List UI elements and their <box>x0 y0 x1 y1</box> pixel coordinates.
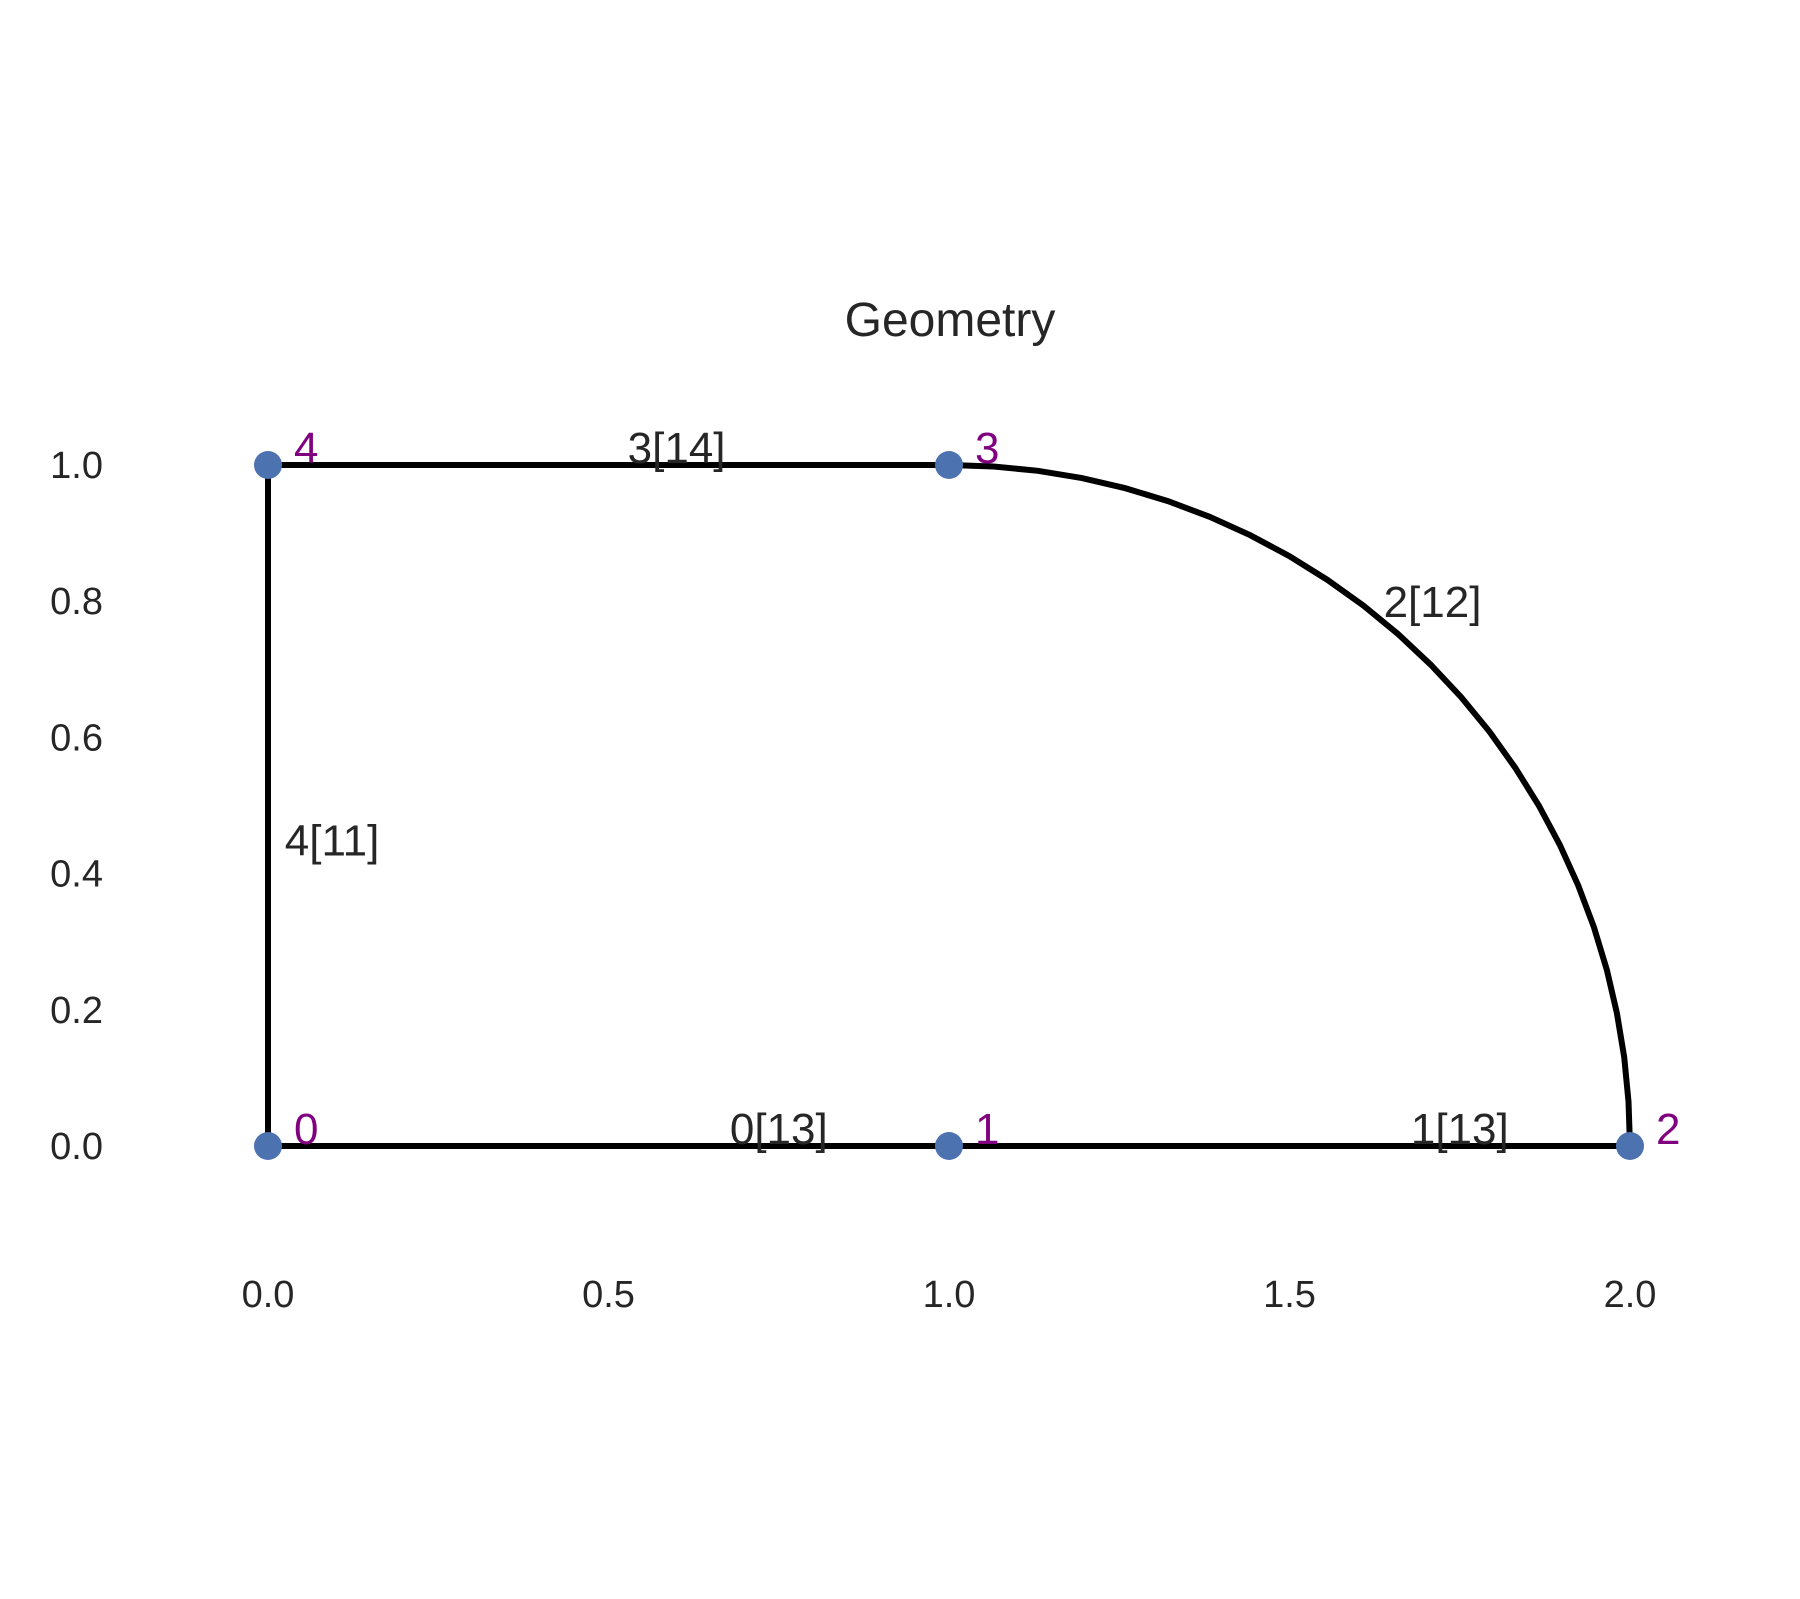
chart-title: Geometry <box>845 294 1056 347</box>
y-tick-label: 1.0 <box>50 445 103 487</box>
point-label: 3 <box>975 424 999 473</box>
y-tick-label: 0.0 <box>50 1126 103 1168</box>
y-tick-label: 0.6 <box>50 717 103 759</box>
x-tick-label: 0.5 <box>582 1274 635 1316</box>
point-labels: 0 1 2 3 4 <box>294 424 1680 1154</box>
edge-label: 2[12] <box>1384 578 1482 627</box>
edge-labels: 0[13] 1[13] 2[12] 3[14] 4[11] <box>285 424 1509 1154</box>
point-marker <box>254 1132 282 1160</box>
x-tick-label: 2.0 <box>1604 1274 1657 1316</box>
point-label: 4 <box>294 424 318 473</box>
point-marker <box>935 1132 963 1160</box>
point-label: 2 <box>1656 1105 1680 1154</box>
geometry-points <box>254 451 1644 1160</box>
x-tick-label: 1.5 <box>1263 1274 1316 1316</box>
y-tick-label: 0.8 <box>50 581 103 623</box>
y-tick-label: 0.2 <box>50 990 103 1032</box>
x-axis-ticks: 0.0 0.5 1.0 1.5 2.0 <box>242 1274 1657 1316</box>
point-marker <box>254 451 282 479</box>
edge-label: 4[11] <box>285 817 380 866</box>
point-marker <box>935 451 963 479</box>
edge-2 <box>945 461 1634 1150</box>
x-tick-label: 0.0 <box>242 1274 295 1316</box>
y-tick-label: 0.4 <box>50 854 103 896</box>
geometry-edges <box>265 461 1634 1150</box>
point-label: 1 <box>975 1105 999 1154</box>
x-tick-label: 1.0 <box>923 1274 976 1316</box>
edge-label: 1[13] <box>1411 1105 1509 1154</box>
y-axis-ticks: 0.0 0.2 0.4 0.6 0.8 1.0 <box>50 445 103 1168</box>
point-label: 0 <box>294 1105 318 1154</box>
edge-label: 0[13] <box>730 1105 828 1154</box>
point-marker <box>1616 1132 1644 1160</box>
edge-label: 3[14] <box>628 424 726 473</box>
